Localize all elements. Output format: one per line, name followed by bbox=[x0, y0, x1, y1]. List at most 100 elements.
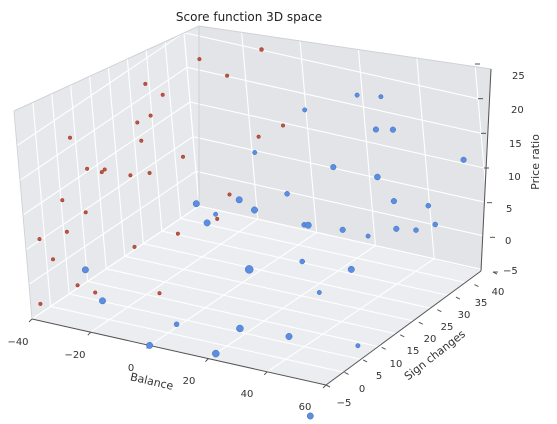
data-point bbox=[60, 198, 65, 203]
data-point bbox=[413, 227, 419, 233]
y-tick-label: 40 bbox=[492, 287, 505, 298]
x-axis-line bbox=[31, 318, 327, 386]
y-tick-label: 15 bbox=[407, 346, 420, 357]
x-tick-mark bbox=[322, 384, 327, 389]
data-point bbox=[75, 283, 80, 288]
data-point bbox=[339, 226, 346, 233]
x-axis-label: Balance bbox=[129, 370, 175, 393]
y-tick-mark bbox=[362, 359, 368, 363]
y-tick-label: 20 bbox=[424, 334, 437, 345]
x-tick-label: −20 bbox=[64, 350, 85, 361]
data-point bbox=[192, 200, 200, 208]
z-tick-label: 15 bbox=[509, 139, 522, 150]
y-grid-line bbox=[50, 305, 345, 373]
data-point bbox=[37, 237, 42, 242]
axis-lines bbox=[31, 68, 492, 386]
z-grid-line bbox=[186, 66, 482, 134]
z-grid-line bbox=[189, 101, 485, 169]
y-tick-mark bbox=[455, 296, 461, 300]
data-point bbox=[160, 92, 165, 97]
data-point bbox=[259, 47, 264, 52]
x-tick-label: 20 bbox=[183, 376, 196, 387]
data-point bbox=[393, 225, 400, 232]
z-grid-line bbox=[25, 136, 194, 251]
data-point bbox=[146, 341, 154, 349]
y-tick-label: 10 bbox=[390, 359, 403, 370]
x-grid-line bbox=[266, 258, 435, 373]
z-tick-labels: −5 0 5 10 15 20 25 bbox=[503, 71, 525, 277]
data-point bbox=[50, 257, 56, 262]
z-grid-line bbox=[28, 170, 197, 285]
data-point bbox=[284, 191, 290, 197]
grid-lines bbox=[13, 0, 494, 386]
data-point bbox=[460, 156, 467, 163]
y-tick-label: 5 bbox=[376, 371, 382, 382]
z-tick-label: −5 bbox=[503, 266, 518, 277]
data-point bbox=[355, 343, 361, 349]
data-point bbox=[213, 211, 219, 217]
y-tick-mark bbox=[344, 371, 349, 375]
data-point bbox=[67, 135, 73, 140]
y-grid-line bbox=[143, 243, 438, 311]
data-point bbox=[93, 290, 98, 295]
data-point bbox=[148, 113, 153, 118]
y-tick-label: 25 bbox=[441, 322, 454, 333]
data-point bbox=[304, 221, 312, 229]
data-point bbox=[432, 221, 438, 228]
z-tick-label: 20 bbox=[511, 105, 524, 116]
data-point bbox=[280, 123, 286, 128]
data-point bbox=[143, 81, 148, 86]
data-points bbox=[37, 47, 467, 420]
z-grid-line bbox=[195, 170, 491, 238]
z-axis-label: Price ratio bbox=[529, 134, 542, 190]
y-tick-label: 35 bbox=[475, 298, 488, 309]
y-grid-line bbox=[68, 293, 364, 361]
data-point bbox=[316, 290, 322, 295]
data-point bbox=[347, 265, 355, 273]
z-grid-line bbox=[187, 0, 476, 65]
data-point bbox=[251, 206, 258, 214]
data-point bbox=[197, 57, 202, 62]
y-tick-mark bbox=[381, 346, 386, 350]
x-tick-mark bbox=[87, 331, 92, 336]
data-point bbox=[354, 92, 360, 98]
data-point bbox=[365, 233, 371, 239]
y-tick-label: −5 bbox=[337, 398, 352, 409]
x-tick-label: 40 bbox=[241, 389, 254, 400]
x-tick-label: 0 bbox=[128, 363, 134, 374]
data-point bbox=[81, 266, 89, 274]
z-tick-label: 25 bbox=[512, 71, 525, 82]
data-point bbox=[390, 198, 397, 205]
data-point bbox=[235, 196, 243, 204]
x-tick-mark bbox=[205, 358, 209, 362]
y-tick-mark bbox=[399, 334, 405, 338]
y-grid-line bbox=[106, 268, 401, 336]
y-tick-label: 0 bbox=[359, 384, 365, 395]
x-tick-mark bbox=[263, 371, 268, 376]
data-point bbox=[157, 291, 162, 296]
z-grid-line bbox=[22, 101, 191, 216]
data-point bbox=[227, 192, 232, 197]
y-tick-mark bbox=[418, 321, 424, 325]
data-point bbox=[147, 170, 152, 176]
data-point bbox=[99, 297, 106, 305]
data-point bbox=[425, 202, 432, 209]
data-point bbox=[306, 412, 314, 420]
y-axis-line bbox=[325, 270, 482, 386]
y-grid-line bbox=[124, 255, 419, 323]
data-point bbox=[203, 219, 211, 227]
z-axis-line bbox=[480, 68, 492, 272]
chart-title: Score function 3D space bbox=[176, 10, 322, 24]
data-point bbox=[215, 216, 220, 221]
x-tick-label: 60 bbox=[299, 402, 312, 413]
data-point bbox=[212, 349, 220, 358]
z-grid-line bbox=[16, 32, 185, 147]
data-point bbox=[285, 333, 293, 340]
data-point bbox=[132, 244, 137, 249]
data-point bbox=[99, 170, 104, 175]
data-point bbox=[102, 167, 107, 172]
y-tick-mark bbox=[325, 384, 331, 388]
data-point bbox=[236, 324, 244, 333]
data-point bbox=[135, 120, 140, 125]
y-tick-mark bbox=[474, 284, 479, 288]
